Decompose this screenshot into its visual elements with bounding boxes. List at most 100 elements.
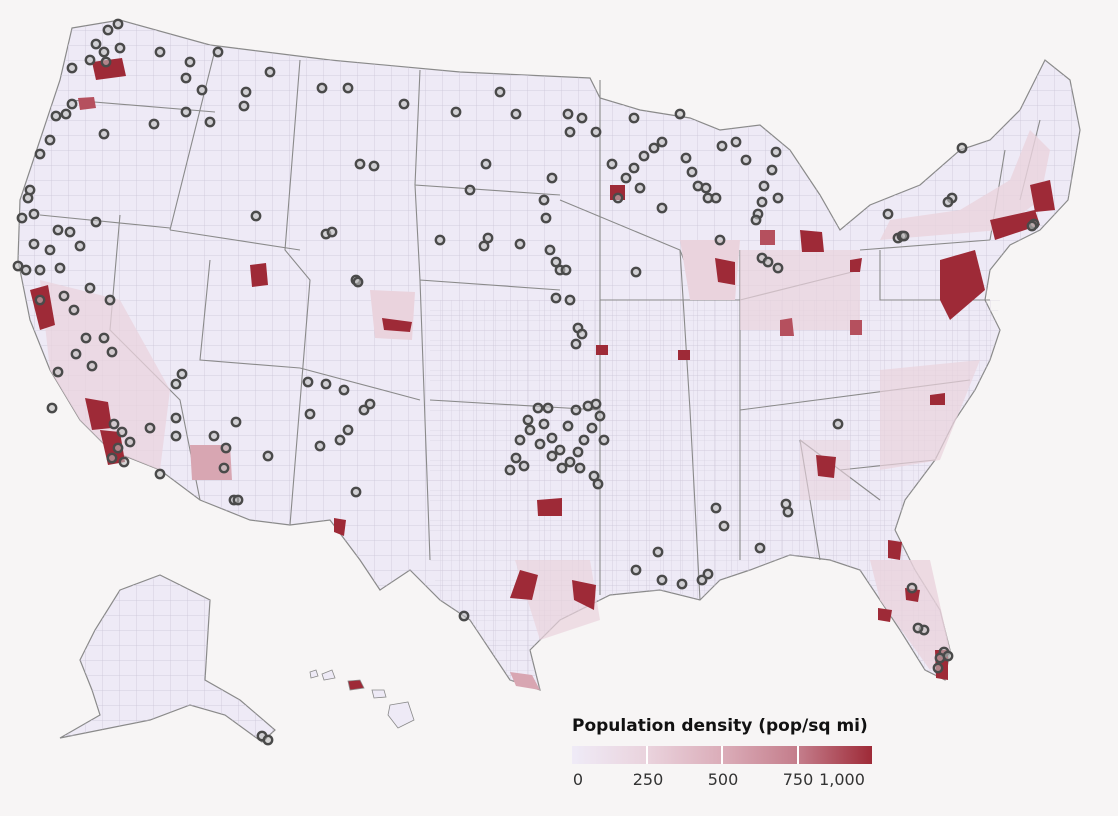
location-marker [740,154,752,166]
location-marker [220,442,232,454]
location-marker-fill [516,436,524,444]
location-marker [80,332,92,344]
location-marker [108,418,120,430]
location-marker [576,112,588,124]
location-marker [114,42,126,54]
location-marker-fill [658,138,666,146]
legend-ticks: 0 250 500 750 1,000 [572,770,882,792]
location-marker [212,46,224,58]
location-marker-fill [900,232,908,240]
location-marker [522,414,534,426]
location-marker-fill [356,160,364,168]
location-marker-fill [636,184,644,192]
location-marker [16,212,28,224]
location-marker-fill [742,156,750,164]
location-marker [106,452,118,464]
location-marker-fill [92,218,100,226]
location-marker-fill [756,544,764,552]
location-marker-fill [60,292,68,300]
location-marker-fill [658,204,666,212]
location-marker-fill [46,246,54,254]
legend-title: Population density (pop/sq mi) [572,716,868,736]
location-marker [100,56,112,68]
location-marker-fill [622,174,630,182]
location-marker-fill [72,350,80,358]
location-marker [510,108,522,120]
location-marker-fill [370,162,378,170]
location-marker-fill [118,428,126,436]
location-marker-fill [572,340,580,348]
location-marker [218,462,230,474]
location-marker [52,224,64,236]
location-marker-fill [400,100,408,108]
location-marker [504,464,516,476]
location-marker-fill [934,664,942,672]
location-marker-fill [678,580,686,588]
location-marker [730,136,742,148]
location-marker [718,520,730,532]
location-marker [98,128,110,140]
location-marker [58,290,70,302]
location-marker [576,328,588,340]
location-marker-fill [718,142,726,150]
location-marker [112,442,124,454]
location-marker-fill [82,334,90,342]
location-marker-fill [576,464,584,472]
location-marker [20,264,32,276]
location-marker-fill [86,284,94,292]
location-marker-fill [632,268,640,276]
location-marker-fill [108,454,116,462]
location-marker-fill [482,160,490,168]
location-marker-fill [540,420,548,428]
location-marker [586,422,598,434]
location-marker [686,166,698,178]
location-marker [606,158,618,170]
location-marker-fill [782,500,790,508]
location-marker-fill [524,416,532,424]
location-marker [674,108,686,120]
location-marker-fill [732,138,740,146]
location-marker-fill [234,496,242,504]
location-marker [598,434,610,446]
location-marker-fill [186,58,194,66]
location-marker [316,82,328,94]
location-marker [60,108,72,120]
location-marker [124,436,136,448]
location-marker-fill [516,240,524,248]
location-marker-fill [178,370,186,378]
location-marker-fill [578,114,586,122]
location-marker-fill [592,128,600,136]
location-marker [352,276,364,288]
location-marker-fill [760,182,768,190]
location-marker-fill [566,458,574,466]
location-marker-fill [76,242,84,250]
location-marker-fill [340,386,348,394]
legend-seg [723,746,799,764]
location-marker-fill [156,470,164,478]
location-marker-fill [764,258,772,266]
location-marker-fill [556,446,564,454]
location-marker-fill [466,186,474,194]
location-marker-fill [704,570,712,578]
location-marker [12,260,24,272]
location-marker-fill [558,464,566,472]
location-marker-fill [242,88,250,96]
location-marker-fill [590,472,598,480]
legend-seg [647,746,723,764]
location-marker [464,184,476,196]
location-marker-fill [548,434,556,442]
location-marker-fill [264,452,272,460]
location-marker [574,462,586,474]
location-marker-fill [220,464,228,472]
location-marker [66,98,78,110]
location-marker [942,196,954,208]
location-marker-fill [24,194,32,202]
location-marker [540,212,552,224]
location-marker [628,112,640,124]
location-marker [756,196,768,208]
location-marker [494,86,506,98]
location-marker-fill [702,184,710,192]
location-marker-fill [360,406,368,414]
location-marker [762,256,774,268]
location-marker-fill [496,88,504,96]
